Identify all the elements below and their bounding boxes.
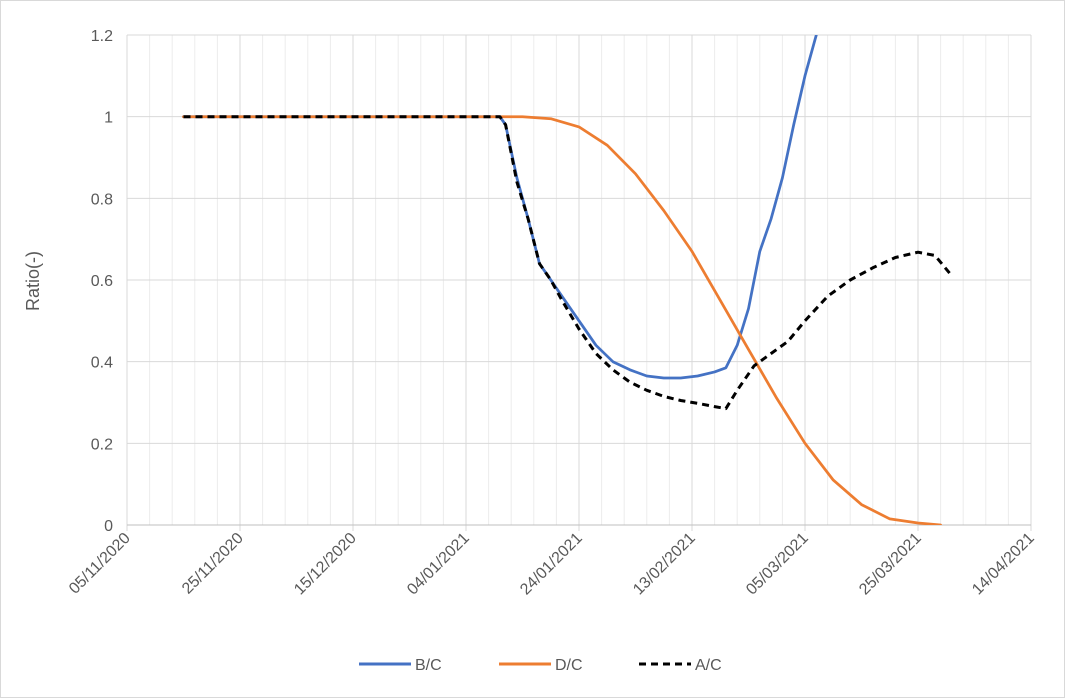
y-tick-label: 0.2 [91, 436, 113, 453]
x-tick-label: 25/11/2020 [179, 530, 247, 598]
x-tick-label: 05/03/2021 [743, 530, 812, 599]
y-tick-label: 0.4 [91, 355, 113, 372]
legend: B/C D/C A/C [359, 657, 722, 674]
y-axis-title: Ratio(-) [23, 251, 43, 311]
x-tick-label: 15/12/2020 [291, 530, 360, 599]
x-tick-labels: 05/11/2020 25/11/2020 15/12/2020 04/01/2021… [66, 530, 1038, 599]
x-tick-label: 25/03/2021 [856, 530, 925, 599]
x-tick-label: 04/01/2021 [404, 530, 473, 599]
y-tick-label: 1.2 [91, 28, 113, 45]
x-tick-label: 13/02/2021 [630, 530, 699, 599]
series-line-d-c [182, 115, 942, 525]
legend-label: A/C [695, 657, 722, 674]
legend-label: D/C [555, 657, 583, 674]
y-tick-label: 0.6 [91, 273, 113, 290]
series-line-a-c [183, 115, 954, 411]
legend-label: B/C [415, 657, 442, 674]
x-tick-label: 24/01/2021 [517, 530, 586, 599]
y-tick-labels: 0 0.2 0.4 0.6 0.8 1 1.2 [91, 28, 113, 535]
y-tick-label: 1 [104, 110, 113, 127]
x-tick-label: 05/11/2020 [66, 530, 134, 598]
series-layer [182, 35, 954, 525]
series-line-b-c [182, 35, 818, 380]
x-tick-label: 14/04/2021 [969, 530, 1038, 599]
y-tick-label: 0.8 [91, 191, 113, 208]
y-tick-label: 0 [104, 518, 113, 535]
